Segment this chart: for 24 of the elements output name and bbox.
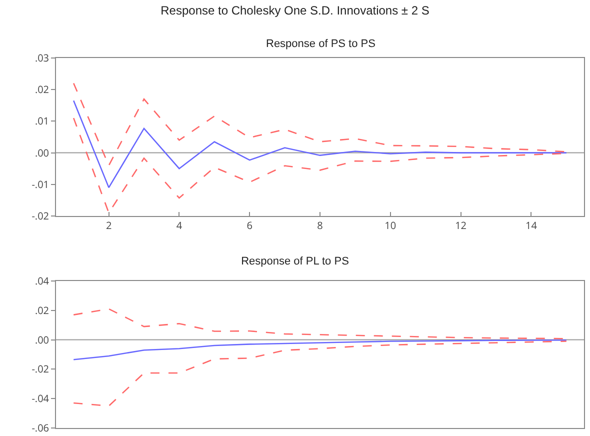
y-tick-label: .01 xyxy=(34,114,49,128)
y-tick-label: -.02 xyxy=(32,208,50,222)
x-tick-label: 4 xyxy=(176,218,182,232)
chart-subtitle: Response of PS to PS xyxy=(266,38,376,50)
line-series xyxy=(72,100,568,188)
y-tick-label: -.04 xyxy=(32,391,50,406)
chart-title: Response to Cholesky One S.D. Innovations ± 2 S xyxy=(160,3,430,18)
y-tick-label: .00 xyxy=(34,145,50,160)
x-tick-label: 2 xyxy=(106,218,112,232)
chart-title: Response of PL to PS xyxy=(241,256,349,268)
line-series xyxy=(72,339,568,360)
y-tick-label: .02 xyxy=(34,302,50,317)
x-tick-label: 14 xyxy=(525,218,538,232)
x-tick-label: 6 xyxy=(246,218,253,232)
y-tick-label: -.06 xyxy=(32,420,50,434)
y-tick-label: .02 xyxy=(34,82,50,96)
y-tick-label: .00 xyxy=(34,332,50,346)
y-tick-label: .04 xyxy=(34,274,50,288)
y-tick-label: -.01 xyxy=(32,176,49,191)
y-tick-label: -.02 xyxy=(32,362,50,376)
x-tick-label: 10 xyxy=(384,218,396,232)
x-tick-label: 8 xyxy=(317,218,324,232)
y-tick-label: .03 xyxy=(34,50,50,64)
x-tick-label: 12 xyxy=(455,218,467,232)
